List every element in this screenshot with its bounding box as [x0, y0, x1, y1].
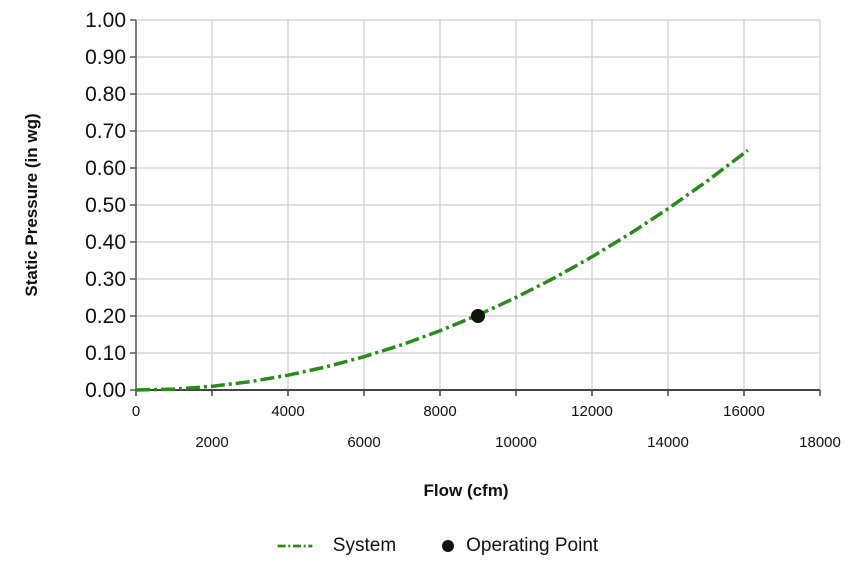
y-tick-label: 0.60 — [85, 157, 126, 180]
series-line-system — [135, 148, 749, 392]
y-tick-label: 0.20 — [85, 305, 126, 328]
legend-item-system: System — [269, 535, 396, 557]
x-tick-label: 2000 — [195, 434, 228, 451]
x-tick-label: 16000 — [723, 403, 765, 420]
y-tick-label: 1.00 — [85, 9, 126, 32]
y-tick-label: 0.10 — [85, 342, 126, 365]
y-tick-label: 0.90 — [85, 46, 126, 69]
legend-label-operating-point: Operating Point — [466, 535, 599, 556]
x-tick-label: 10000 — [495, 434, 537, 451]
y-tick-label: 0.80 — [85, 83, 126, 106]
x-tick-label: 6000 — [347, 434, 380, 451]
legend-swatch-system — [277, 544, 313, 548]
y-tick-label: 0.40 — [85, 231, 126, 254]
y-axis-title: Static Pressure (in wg) — [22, 113, 41, 296]
x-tick-label: 0 — [132, 403, 140, 420]
x-tick-label: 4000 — [271, 403, 304, 420]
legend: System Operating Point — [0, 535, 867, 557]
legend-item-operating-point: Operating Point — [442, 535, 598, 557]
legend-swatch-operating-point — [442, 540, 455, 552]
operating-point-marker — [471, 309, 485, 323]
x-tick-label: 12000 — [571, 403, 613, 420]
x-tick-label: 14000 — [647, 434, 689, 451]
x-axis-title: Flow (cfm) — [424, 481, 509, 500]
y-tick-label: 0.70 — [85, 120, 126, 143]
x-tick-label: 8000 — [423, 403, 456, 420]
y-tick-label: 0.30 — [85, 268, 126, 291]
y-tick-label: 0.50 — [85, 194, 126, 217]
legend-label-system: System — [332, 535, 397, 556]
x-tick-label: 18000 — [799, 434, 841, 451]
y-tick-label: 0.00 — [85, 379, 126, 402]
